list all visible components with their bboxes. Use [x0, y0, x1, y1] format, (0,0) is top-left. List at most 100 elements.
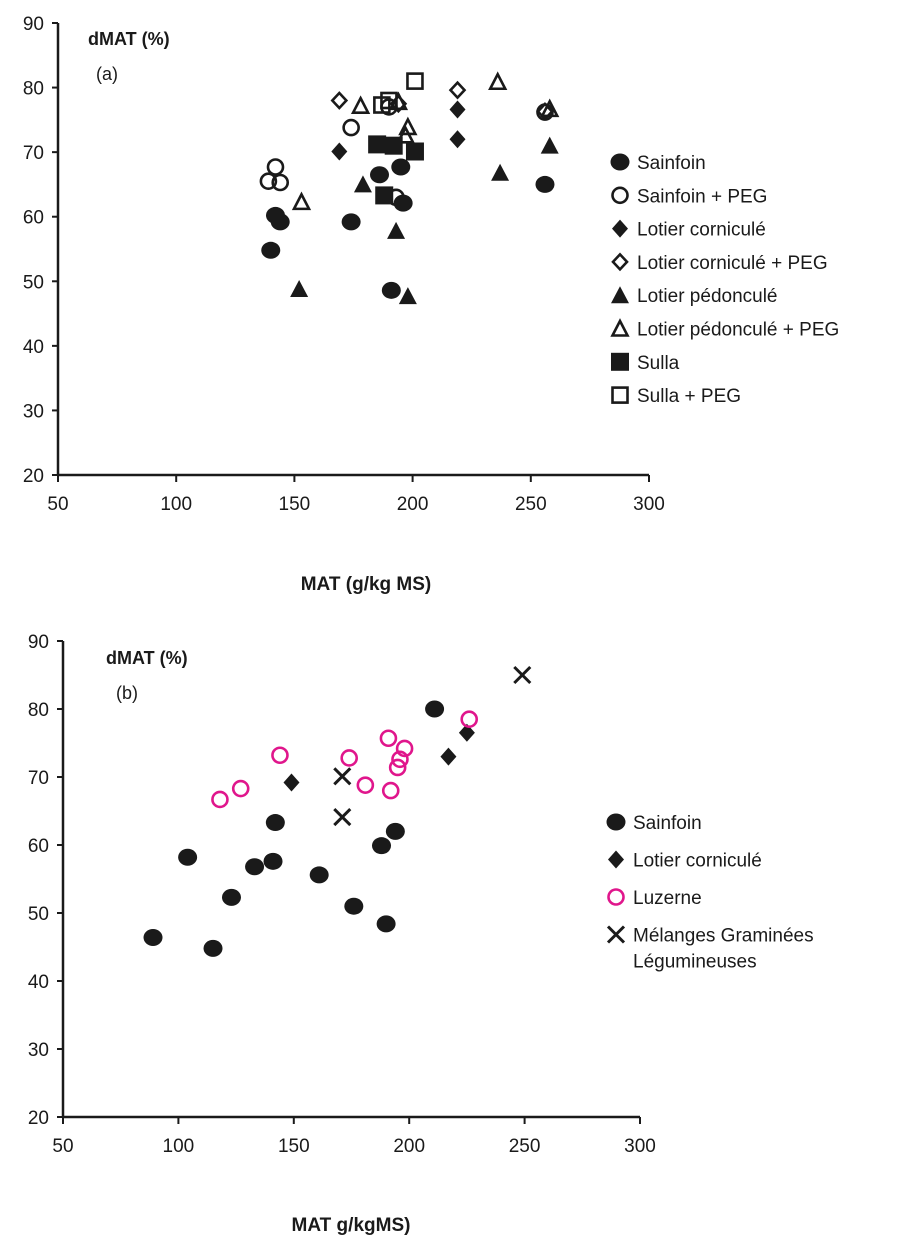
point-luzerne: [211, 790, 229, 809]
point-sainfoin-plus-peg: [259, 172, 278, 190]
point-sainfoin: [535, 175, 555, 193]
legend-item-sainfoin-plus-peg: Sainfoin + PEG: [611, 186, 767, 207]
y-axis-label-b: dMAT (%): [106, 648, 188, 668]
legend-marker-sulla-plus-peg: [611, 386, 629, 404]
legend-item-sainfoin: Sainfoin: [606, 813, 702, 834]
x-tick-label: 200: [393, 1136, 425, 1157]
point-sainfoin: [385, 822, 405, 840]
point-lotier-pedoncule-plus-peg: [350, 95, 371, 114]
legend-marker-lotier-pedoncule-plus-peg: [610, 318, 630, 337]
point-lotier-cornicule: [331, 142, 348, 161]
point-sainfoin: [381, 281, 401, 299]
point-lotier-pedoncule: [398, 287, 417, 305]
point-luzerne: [379, 729, 398, 748]
x-tick-label: 100: [163, 1136, 195, 1157]
y-tick-label: 60: [28, 836, 49, 857]
legend-label: Lotier pédonculé: [637, 286, 778, 307]
point-lotier-pedoncule-plus-peg: [398, 116, 418, 136]
point-lotier-pedoncule-plus-peg: [388, 91, 409, 111]
point-lotier-cornicule: [283, 773, 300, 792]
legend-marker-lotier-cornicule: [612, 219, 628, 238]
point-lotier-pedoncule-plus-peg: [488, 71, 508, 91]
x-tick-label: 50: [47, 494, 68, 515]
legend-item-lotier-pedoncule-plus-peg: Lotier pédonculé + PEG: [610, 318, 839, 341]
y-tick-label: 20: [23, 466, 44, 487]
point-lotier-pedoncule: [387, 221, 406, 239]
point-lotier-cornicule: [458, 723, 475, 742]
point-sainfoin-plus-peg: [342, 118, 360, 137]
x-tick-label: 250: [509, 1136, 541, 1157]
point-sainfoin: [261, 241, 281, 259]
point-luzerne: [395, 739, 414, 758]
legend-item-sainfoin: Sainfoin: [610, 153, 706, 174]
panel-label-b: (b): [116, 683, 138, 703]
legend-label: Sainfoin + PEG: [637, 186, 767, 207]
point-sainfoin: [221, 888, 241, 906]
point-sainfoin: [263, 852, 283, 870]
point-lotier-pedoncule-plus-peg: [540, 98, 560, 118]
point-lotier-cornicule: [449, 130, 466, 149]
x-tick-label: 250: [515, 494, 547, 515]
point-sainfoin-plus-peg: [271, 173, 290, 192]
point-melanges-graminees-legumineuses: [333, 767, 352, 786]
x-tick-label: 100: [160, 494, 192, 515]
legend-label: Légumineuses: [633, 952, 757, 973]
point-luzerne: [388, 758, 407, 777]
x-tick-label: 300: [624, 1136, 656, 1157]
point-sainfoin: [270, 213, 290, 231]
y-tick-label: 50: [28, 904, 49, 925]
legend-item-sulla: Sulla: [611, 352, 680, 374]
legend-label: Sulla: [637, 353, 680, 374]
point-sulla: [368, 135, 387, 154]
legend-marker-sainfoin: [606, 813, 626, 831]
legend-b: Sainfoin Lotier corniculé Luzerne Mélanges …: [606, 813, 814, 973]
legend-item-sulla-plus-peg: Sulla + PEG: [611, 386, 741, 407]
point-sainfoin: [245, 858, 265, 876]
x-tick-label: 200: [397, 494, 429, 515]
legend-label: Lotier corniculé: [637, 220, 766, 241]
legend-label: Sainfoin: [637, 153, 706, 174]
plot-area-b: [143, 665, 532, 957]
point-sainfoin: [393, 194, 413, 212]
point-sainfoin: [376, 915, 396, 933]
point-melanges-graminees-legumineuses: [333, 808, 352, 827]
legend-marker-lotier-pedoncule: [611, 286, 629, 304]
scatter-panel-a: dMAT (%) (a) MAT (g/kg MS) 20 30 40 50 60 70 8…: [23, 14, 839, 595]
point-lotier-cornicule: [449, 100, 466, 119]
y-tick-label: 50: [23, 272, 44, 293]
y-tick-label: 60: [23, 208, 44, 229]
point-sainfoin: [425, 700, 445, 718]
legend-label: Sulla + PEG: [637, 386, 741, 407]
point-lotier-cornicule-plus-peg: [536, 102, 554, 121]
point-lotier-pedoncule: [540, 136, 559, 154]
point-sainfoin: [344, 897, 364, 915]
legend-marker-lotier-cornicule: [608, 850, 624, 869]
point-sainfoin: [203, 939, 223, 957]
legend-label: Luzerne: [633, 888, 702, 909]
point-lotier-cornicule: [440, 747, 457, 766]
point-luzerne: [231, 779, 250, 798]
point-sainfoin: [178, 848, 198, 866]
legend-marker-melanges-graminees-legumineuses: [606, 925, 626, 944]
point-luzerne: [340, 749, 358, 767]
point-sulla-plus-peg: [406, 72, 424, 90]
legend-a: Sainfoin Sainfoin + PEG Lotier corniculé Lo…: [610, 153, 839, 407]
x-tick-label: 150: [279, 494, 311, 515]
point-sainfoin: [372, 837, 392, 855]
axes-b: 20 30 40 50 60 70 80 90 50 100 150 200 250 300: [28, 632, 656, 1157]
legend-item-lotier-cornicule: Lotier corniculé: [608, 850, 762, 872]
point-sainfoin: [391, 158, 411, 176]
y-tick-label: 90: [23, 14, 44, 35]
legend-label: Lotier corniculé: [633, 851, 762, 872]
y-tick-label: 70: [23, 143, 44, 164]
point-lotier-pedoncule: [353, 175, 372, 193]
y-tick-label: 90: [28, 632, 49, 653]
point-sulla: [384, 136, 403, 155]
point-lotier-pedoncule-plus-peg: [291, 191, 312, 211]
x-tick-label: 150: [278, 1136, 310, 1157]
point-sainfoin: [265, 814, 285, 832]
point-luzerne: [460, 710, 479, 729]
point-melanges-graminees-legumineuses: [513, 665, 532, 685]
point-sainfoin: [143, 928, 163, 946]
y-tick-label: 70: [28, 768, 49, 789]
